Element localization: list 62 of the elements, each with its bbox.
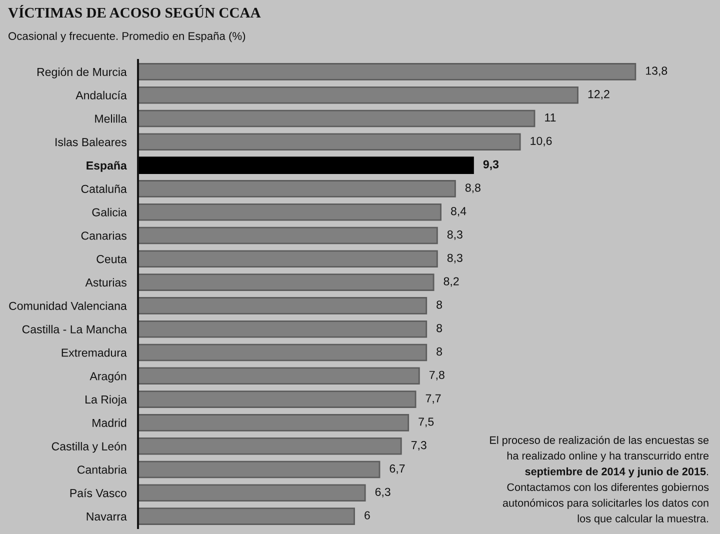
y-tick-label: Castilla - La Mancha bbox=[22, 324, 127, 334]
bar bbox=[138, 133, 521, 151]
bar bbox=[138, 367, 420, 385]
data-label: 7,7 bbox=[426, 394, 441, 404]
y-tick-label: Canarias bbox=[81, 231, 126, 240]
bar bbox=[138, 156, 474, 174]
data-label: 8,2 bbox=[444, 277, 459, 287]
y-tick-label: Aragón bbox=[90, 372, 126, 383]
chart-subtitle: Ocasional y frecuente. Promedio en España (%) bbox=[8, 32, 246, 42]
y-tick-label: Cantabria bbox=[77, 465, 127, 474]
y-tick-label: Islas Baleares bbox=[56, 138, 126, 146]
y-tick-label: Navarra bbox=[86, 512, 127, 521]
bar bbox=[138, 297, 428, 314]
bar bbox=[138, 110, 536, 128]
bar bbox=[138, 320, 428, 338]
y-tick-label: Cataluña bbox=[81, 184, 127, 193]
data-label: 8,3 bbox=[447, 230, 462, 240]
bar bbox=[138, 344, 428, 362]
bar bbox=[138, 63, 636, 80]
data-label: 7,8 bbox=[429, 370, 444, 380]
data-label: 8,4 bbox=[451, 207, 466, 217]
y-tick-label: Comunidad Valenciana bbox=[9, 302, 127, 310]
y-tick-label: Ceuta bbox=[96, 255, 127, 264]
bar bbox=[138, 508, 355, 525]
y-tick-label: La Rioja bbox=[86, 395, 127, 406]
y-tick-label: Madrid bbox=[92, 418, 126, 427]
data-label: 8,8 bbox=[465, 184, 480, 194]
data-label: 6,3 bbox=[375, 488, 390, 498]
bar bbox=[138, 437, 402, 455]
bar bbox=[138, 414, 410, 432]
data-label: 7,5 bbox=[418, 418, 434, 428]
bar bbox=[138, 484, 366, 502]
data-label: 8 bbox=[436, 324, 442, 332]
data-label: 6,7 bbox=[390, 464, 405, 474]
bar bbox=[138, 460, 380, 478]
data-label: 8 bbox=[436, 347, 442, 356]
bar bbox=[138, 226, 438, 244]
data-label: 8 bbox=[436, 300, 442, 309]
bar bbox=[138, 180, 456, 198]
y-tick-label: Andalucía bbox=[76, 90, 127, 100]
data-label: 12,2 bbox=[588, 90, 610, 100]
bar bbox=[138, 86, 578, 104]
data-label: 7,3 bbox=[411, 441, 426, 451]
y-tick-label: Extremadura bbox=[62, 348, 127, 357]
bar bbox=[138, 390, 416, 408]
y-tick-label: Asturias bbox=[85, 278, 126, 287]
data-label: 9,3 bbox=[483, 160, 499, 170]
y-tick-label: Castilla y León bbox=[52, 442, 126, 453]
bar bbox=[138, 250, 438, 268]
y-tick-label: Región de Murcia bbox=[37, 67, 127, 78]
data-label: 6 bbox=[364, 511, 370, 520]
y-tick-label: País Vasco bbox=[70, 488, 126, 498]
bar bbox=[138, 203, 442, 221]
chart-title: VÍCTIMAS DE ACOSO SEGÚN CCAA bbox=[8, 5, 261, 18]
bar bbox=[138, 274, 434, 291]
y-tick-label: Melilla bbox=[95, 114, 127, 123]
y-tick-label: Galicia bbox=[92, 208, 127, 216]
data-label: 13,8 bbox=[646, 66, 668, 76]
y-tick-label: España bbox=[86, 161, 127, 172]
data-label: 8,3 bbox=[447, 254, 462, 264]
data-label: 11 bbox=[545, 114, 556, 122]
data-label: 10,6 bbox=[530, 136, 552, 146]
